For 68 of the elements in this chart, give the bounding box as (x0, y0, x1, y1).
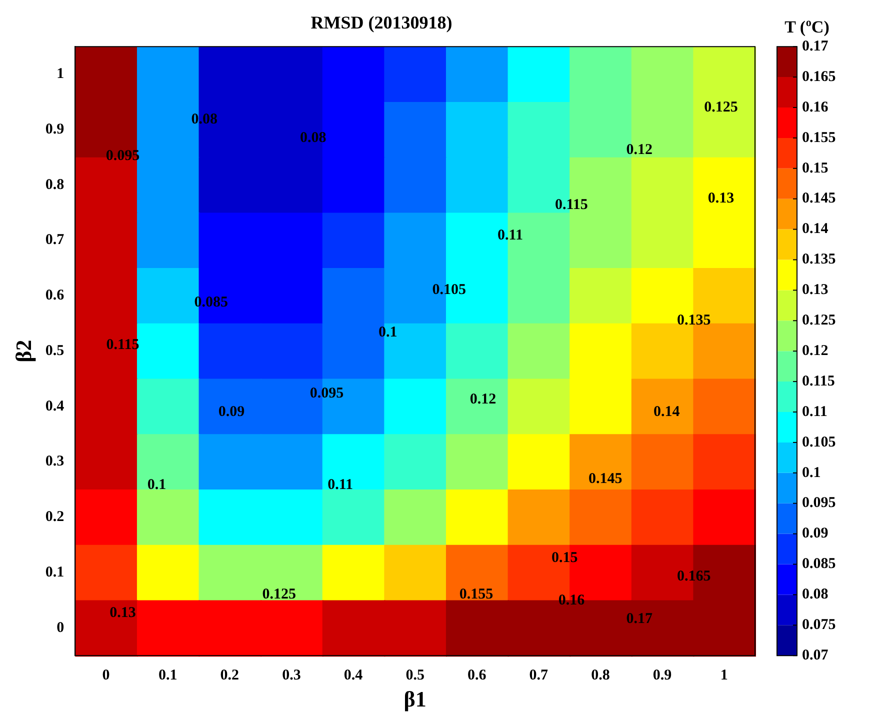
annotation: 0.09 (218, 404, 245, 420)
y-tick-label: 0.4 (45, 398, 65, 414)
annotation: 0.11 (328, 476, 354, 493)
annotation: 0.13 (708, 190, 734, 207)
y-tick-label: 0 (56, 620, 64, 636)
chart-title: RMSD (20130918) (310, 12, 452, 32)
color-bar-label: 0.16 (802, 99, 829, 116)
y-tick-label: 0.1 (45, 564, 64, 580)
color-bar-label: 0.12 (802, 342, 828, 359)
color-bar-label: 0.1 (802, 464, 821, 481)
y-tick-label: 0.5 (45, 342, 64, 359)
y-tick-label: 0.3 (45, 454, 64, 470)
color-bar-label: 0.095 (802, 495, 836, 512)
color-bar-label: 0.09 (802, 526, 828, 542)
color-bar-label: 0.14 (802, 221, 829, 238)
y-axis-title: β2 (10, 340, 36, 362)
annotation: 0.165 (676, 568, 711, 584)
annotation: 0.135 (676, 312, 711, 329)
y-tick-label: 0.9 (45, 122, 64, 138)
y-tick-label: 0.6 (45, 288, 65, 304)
y-tick-label: 0.2 (45, 509, 64, 526)
annotation: 0.145 (588, 470, 622, 487)
x-tick-label: 0.9 (652, 667, 672, 684)
color-bar-label: 0.105 (802, 434, 836, 450)
x-tick-label: 0.7 (529, 667, 549, 684)
x-tick-label: 0.5 (406, 667, 424, 684)
y-tick-label: 0.8 (45, 176, 64, 193)
color-bar-label: 0.165 (802, 68, 836, 85)
x-tick-label: 0 (102, 667, 110, 684)
x-tick-label: 0.1 (158, 667, 178, 684)
color-bar-label: 0.135 (802, 252, 836, 268)
x-tick-label: 0.4 (344, 667, 364, 684)
color-bar-label: 0.155 (802, 130, 836, 146)
annotation: 0.14 (653, 404, 680, 420)
x-axis-title: β1 (404, 686, 426, 712)
annotation: 0.1 (378, 324, 398, 341)
annotation: 0.155 (459, 586, 494, 603)
annotation: 0.11 (498, 227, 523, 244)
color-bar-label: 0.145 (802, 190, 836, 207)
annotation: 0.115 (554, 196, 588, 213)
color-bar-label: 0.125 (802, 312, 836, 329)
color-bar-label: 0.085 (802, 556, 836, 572)
annotation: 0.125 (704, 99, 738, 116)
annotation: 0.17 (626, 610, 654, 627)
color-bar-label: 0.15 (802, 160, 828, 176)
x-tick-label: 0.3 (282, 667, 301, 684)
annotation: 0.095 (310, 386, 344, 402)
color-bar-label: 0.115 (802, 373, 835, 390)
annotation: 0.1 (147, 476, 166, 493)
annotation: 0.13 (110, 604, 136, 621)
annotation: 0.12 (470, 392, 496, 408)
color-bar-label: 0.11 (802, 404, 828, 420)
color-bar-label: 0.13 (802, 282, 828, 298)
annotation: 0.15 (552, 550, 578, 566)
color-bar-label: 0.08 (802, 586, 828, 603)
x-tick-label: 0.6 (468, 667, 487, 684)
x-tick-label: 1 (720, 667, 728, 684)
annotation: 0.12 (626, 142, 653, 158)
annotation: 0.08 (300, 130, 326, 146)
y-tick-label: 1 (56, 66, 64, 82)
color-bar-label: 0.075 (802, 617, 836, 634)
x-tick-label: 0.8 (591, 667, 610, 684)
color-bar-label: 0.17 (802, 38, 829, 54)
color-bar-label: 0.07 (802, 647, 829, 664)
annotation: 0.105 (432, 282, 466, 298)
y-tick-label: 0.7 (45, 232, 65, 248)
x-tick-label: 0.2 (220, 667, 240, 684)
annotation: 0.125 (262, 586, 296, 603)
